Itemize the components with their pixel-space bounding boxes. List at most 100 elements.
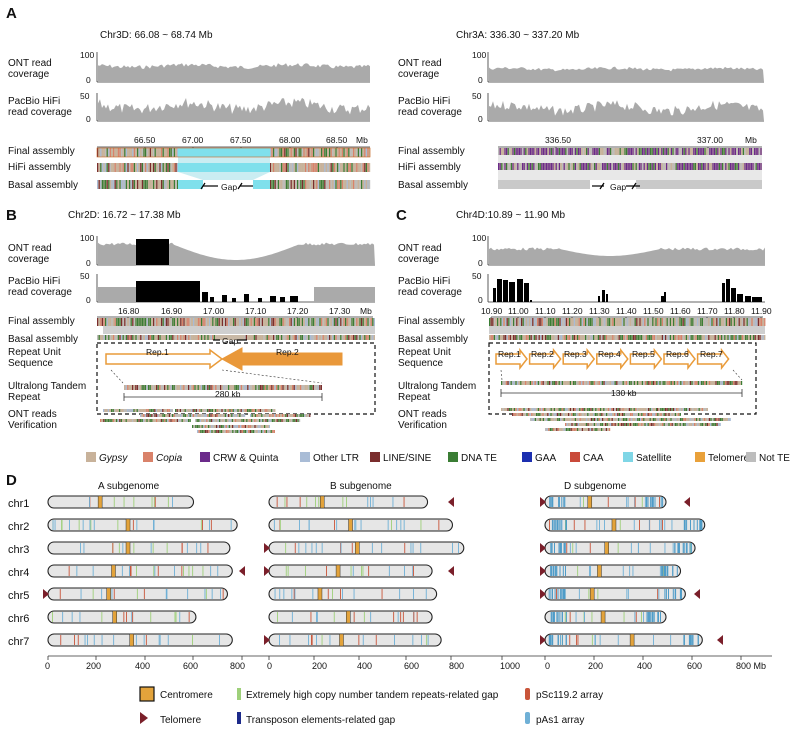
band: [61, 520, 62, 530]
track-segment: [277, 335, 279, 340]
track-segment: [519, 318, 521, 326]
track-segment: [542, 408, 544, 411]
track-segment: [271, 419, 273, 422]
track-segment: [745, 318, 747, 326]
track-segment: [213, 335, 215, 340]
legend-label: pAs1 array: [536, 715, 584, 726]
track-segment: [540, 318, 542, 326]
track-segment: [263, 385, 265, 390]
track-segment: [168, 385, 170, 390]
track-segment: [292, 385, 294, 390]
track-segment: [583, 318, 585, 326]
track-segment: [548, 428, 550, 431]
legend-swatch: [448, 452, 458, 462]
track-segment: [308, 148, 310, 157]
legend-label: Other LTR: [313, 453, 359, 464]
track-segment: [114, 180, 116, 189]
track-segment: [738, 163, 740, 170]
track-segment: [149, 180, 151, 189]
track-segment: [113, 318, 115, 326]
track-segment: [289, 148, 291, 157]
track-segment: [273, 318, 275, 326]
track-segment: [495, 318, 497, 326]
ont-max: 100: [80, 233, 94, 243]
track-segment: [275, 414, 277, 417]
track-segment: [573, 381, 575, 385]
track-segment: [271, 385, 273, 390]
track-segment: [163, 409, 165, 412]
track-segment: [210, 385, 212, 390]
track-segment: [532, 335, 534, 340]
track-segment: [757, 148, 759, 155]
track-segment: [581, 428, 583, 431]
band: [311, 635, 312, 645]
track-segment: [691, 163, 693, 170]
track-segment: [266, 385, 268, 390]
track-segment: [246, 425, 248, 428]
track-segment: [104, 419, 106, 422]
track-segment: [689, 408, 691, 411]
band: [135, 635, 137, 645]
track-segment: [676, 318, 678, 326]
track-segment: [133, 409, 135, 412]
track-segment: [340, 318, 342, 326]
track-segment: [262, 419, 264, 422]
track-segment: [299, 419, 301, 422]
band: [342, 589, 343, 599]
track-segment: [364, 163, 366, 172]
track-segment: [603, 148, 605, 155]
centromere: [112, 610, 117, 624]
track-segment: [97, 148, 99, 157]
band: [289, 635, 291, 645]
track-segment: [341, 180, 343, 189]
track-segment: [673, 423, 675, 426]
track-segment: [705, 335, 707, 340]
track-segment: [700, 418, 702, 421]
track-segment: [632, 163, 634, 170]
chr-label: chr3: [8, 544, 29, 556]
track-segment: [725, 335, 727, 340]
track-segment: [671, 335, 673, 340]
band: [665, 566, 666, 576]
track-segment: [151, 385, 153, 390]
telomere-icon: [717, 635, 723, 645]
track-segment: [571, 163, 573, 170]
track-segment: [616, 381, 618, 385]
band: [554, 543, 555, 553]
band: [595, 635, 596, 645]
track-segment: [255, 385, 257, 390]
band: [285, 566, 287, 576]
track-segment: [573, 148, 575, 155]
track-segment: [645, 381, 647, 385]
band: [553, 612, 555, 622]
track-segment: [149, 419, 151, 422]
track-segment: [609, 381, 611, 385]
track-segment: [103, 335, 105, 340]
track-segment: [592, 381, 594, 385]
band: [458, 543, 459, 553]
track-segment: [98, 335, 100, 340]
track-segment: [584, 413, 586, 416]
track-segment: [597, 318, 599, 326]
ont-max: 100: [80, 50, 94, 60]
track-segment: [335, 163, 337, 172]
track-segment: [536, 413, 538, 416]
track-segment: [566, 163, 568, 170]
track-segment: [130, 148, 132, 157]
track-segment: [212, 335, 214, 340]
track-segment: [606, 148, 608, 155]
track-segment: [649, 381, 651, 385]
track-segment: [507, 381, 509, 385]
band: [80, 543, 81, 553]
track-segment: [591, 335, 593, 340]
track-segment: [172, 180, 174, 189]
track-segment: [743, 335, 745, 340]
zoom-line: [732, 369, 743, 381]
centromere: [106, 587, 111, 601]
track-segment: [704, 418, 706, 421]
track-segment: [135, 318, 137, 326]
track-segment: [558, 413, 560, 416]
track-segment: [135, 180, 137, 189]
track-segment: [614, 148, 616, 155]
track-segment: [214, 430, 216, 433]
